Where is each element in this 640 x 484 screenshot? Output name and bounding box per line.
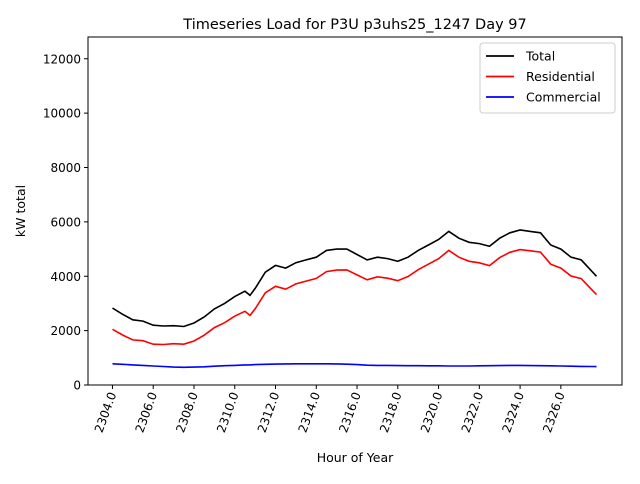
y-tick-label: 6000	[50, 215, 81, 229]
y-tick-label: 4000	[50, 270, 81, 284]
x-tick-label: 2314.0	[296, 390, 324, 434]
y-tick-label: 12000	[43, 52, 81, 66]
x-tick-label: 2310.0	[214, 390, 242, 434]
y-tick-label: 2000	[50, 324, 81, 338]
x-tick-label: 2320.0	[418, 390, 446, 434]
plot-frame	[87, 36, 623, 386]
legend-label-residential: Residential	[526, 69, 595, 84]
y-tick-label: 10000	[43, 107, 81, 121]
y-tick-label: 0	[73, 379, 81, 393]
y-axis-label: kW total	[13, 185, 28, 237]
series-line-residential	[112, 248, 598, 346]
x-tick-label: 2312.0	[255, 390, 283, 434]
x-tick-label: 2324.0	[499, 390, 527, 434]
series-line-total	[112, 229, 598, 328]
legend-box	[479, 42, 616, 114]
chart-title: Timeseries Load for P3U p3uhs25_1247 Day…	[182, 17, 526, 33]
legend: Total Residential Commercial	[479, 42, 616, 114]
legend-label-commercial: Commercial	[526, 90, 601, 105]
x-tick-label: 2308.0	[173, 390, 201, 434]
x-tick-label: 2304.0	[92, 390, 120, 434]
series-line-commercial	[112, 362, 597, 369]
x-tick-label: 2322.0	[459, 390, 487, 434]
x-tick-label: 2306.0	[133, 390, 161, 434]
y-tick-label: 8000	[50, 161, 81, 175]
x-tick-label: 2318.0	[377, 390, 405, 434]
legend-label-total: Total	[525, 49, 555, 64]
x-tick-label: 2316.0	[336, 390, 364, 434]
x-tick-label: 2326.0	[540, 390, 568, 434]
x-axis-label: Hour of Year	[317, 450, 394, 465]
